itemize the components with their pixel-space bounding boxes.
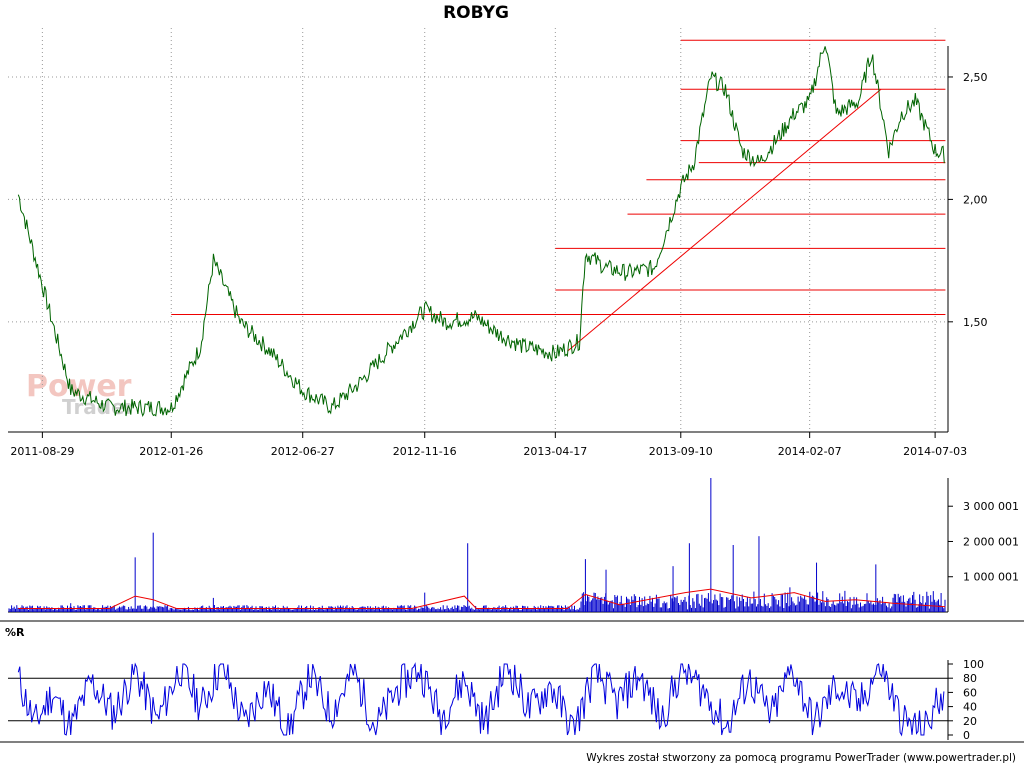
x-tick-label: 2014-07-03 [903, 445, 967, 458]
price-axis-labels: 2,50 2,00 1,50 [963, 71, 988, 329]
price-y-tick-label: 2,50 [963, 71, 988, 84]
x-tick-label: 2013-09-10 [649, 445, 713, 458]
x-tick-label: 2012-01-26 [139, 445, 203, 458]
price-line [17, 46, 945, 418]
volume-panel: 3 000 001 2 000 001 1 000 001 [8, 478, 1019, 612]
x-tick-label: 2012-11-16 [393, 445, 457, 458]
volume-average-line [18, 588, 946, 609]
watermark-power: Power [26, 369, 132, 404]
volume-y-tick-label: 3 000 001 [963, 500, 1019, 513]
price-y-tick-label: 1,50 [963, 316, 988, 329]
support-resistance-lines [171, 39, 946, 352]
price-series [17, 40, 946, 418]
x-tick-label: 2013-04-17 [523, 445, 587, 458]
williams-r-line [17, 662, 945, 737]
panel-frames [0, 46, 1024, 743]
credit-text: Wykres został stworzony za pomocą progra… [586, 752, 1016, 764]
x-tick-label: 2012-06-27 [271, 445, 335, 458]
chart-title: ROBYG [443, 3, 509, 23]
trend-line [567, 88, 882, 352]
oscillator-y-tick-label: 20 [963, 715, 977, 728]
volume-y-tick-label: 1 000 001 [963, 571, 1019, 584]
oscillator-y-tick-label: 80 [963, 672, 977, 685]
x-tick-label: 2014-02-07 [778, 445, 842, 458]
volume-y-tick-label: 2 000 001 [963, 535, 1019, 548]
oscillator-y-tick-label: 40 [963, 701, 977, 714]
oscillator-y-tick-label: 0 [963, 729, 970, 742]
x-tick-label: 2011-08-29 [10, 445, 74, 458]
price-grid: 2011-08-29 2012-01-26 2012-06-27 2012-11-16… [8, 28, 967, 458]
oscillator-y-tick-label: 60 [963, 686, 977, 699]
oscillator-y-tick-label: 100 [963, 658, 984, 671]
oscillator-title: %R [5, 626, 25, 639]
price-y-tick-label: 2,00 [963, 193, 988, 206]
